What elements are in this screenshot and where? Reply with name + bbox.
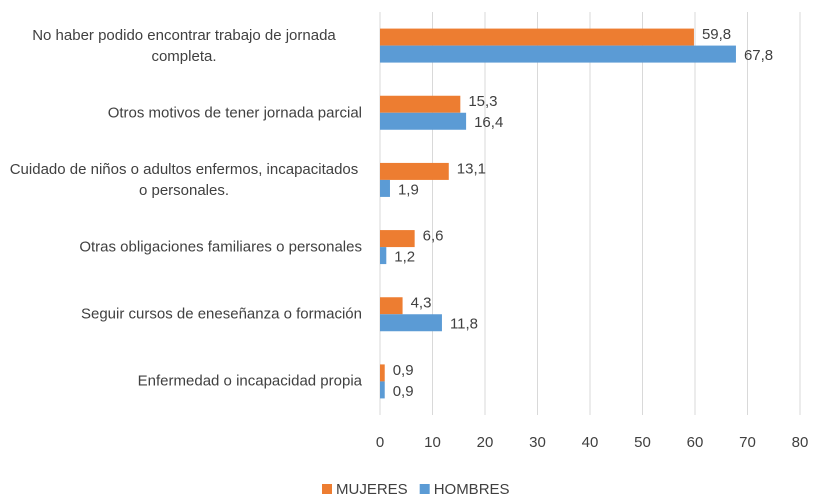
value-label: 4,3 xyxy=(411,295,432,312)
value-label: 13,1 xyxy=(457,160,486,177)
value-label: 59,8 xyxy=(702,26,731,43)
value-label: 11,8 xyxy=(450,316,478,333)
value-label: 1,9 xyxy=(398,181,419,198)
x-tick-label: 20 xyxy=(477,434,494,451)
bar xyxy=(380,95,461,113)
category-label: Seguir cursos de eneseñanza o formación xyxy=(2,304,362,325)
category-text: Otros motivos de tener jornada parcial xyxy=(107,104,362,122)
value-label: 0,9 xyxy=(393,383,414,400)
x-tick-label: 10 xyxy=(424,434,441,451)
bar xyxy=(380,112,467,130)
x-tick-label: 50 xyxy=(634,434,651,451)
category-label: Enfermedad o incapacidad propia xyxy=(2,371,362,392)
value-label: 67,8 xyxy=(744,47,773,64)
legend-label: MUJERES xyxy=(336,481,408,498)
category-label: Otros motivos de tener jornada parcial xyxy=(2,102,362,123)
bar xyxy=(380,297,403,315)
legend-swatch xyxy=(322,484,332,494)
category-label: Otras obligaciones familiares o personal… xyxy=(2,237,362,258)
bar xyxy=(380,230,415,248)
value-label: 6,6 xyxy=(423,228,444,245)
bar xyxy=(380,381,385,399)
x-tick-label: 70 xyxy=(739,434,756,451)
bar xyxy=(380,28,694,46)
legend-label: HOMBRES xyxy=(434,481,510,498)
x-tick-label: 30 xyxy=(529,434,546,451)
bar xyxy=(380,364,385,382)
value-label: 16,4 xyxy=(474,114,503,131)
value-label: 1,2 xyxy=(394,249,415,266)
category-text: Otras obligaciones familiares o personal… xyxy=(79,238,362,256)
category-label: Cuidado de niños o adultos enfermos, inc… xyxy=(2,159,362,201)
bar xyxy=(380,162,449,180)
x-tick-label: 0 xyxy=(376,434,384,451)
x-tick-label: 40 xyxy=(582,434,599,451)
x-tick-label: 60 xyxy=(687,434,704,451)
bar xyxy=(380,247,387,265)
bar xyxy=(380,314,442,332)
category-text: Enfermedad o incapacidad propia xyxy=(137,372,362,390)
value-label: 15,3 xyxy=(468,93,497,110)
bar xyxy=(380,179,390,197)
bar xyxy=(380,45,736,63)
x-tick-label: 80 xyxy=(792,434,809,451)
value-label: 0,9 xyxy=(393,362,414,379)
category-text: No haber podido encontrar trabajo de jor… xyxy=(32,26,336,65)
category-label: No haber podido encontrar trabajo de jor… xyxy=(2,25,362,67)
category-text: Seguir cursos de eneseñanza o formación xyxy=(80,305,362,323)
category-text: Cuidado de niños o adultos enfermos, inc… xyxy=(9,160,359,199)
legend-swatch xyxy=(419,484,430,494)
